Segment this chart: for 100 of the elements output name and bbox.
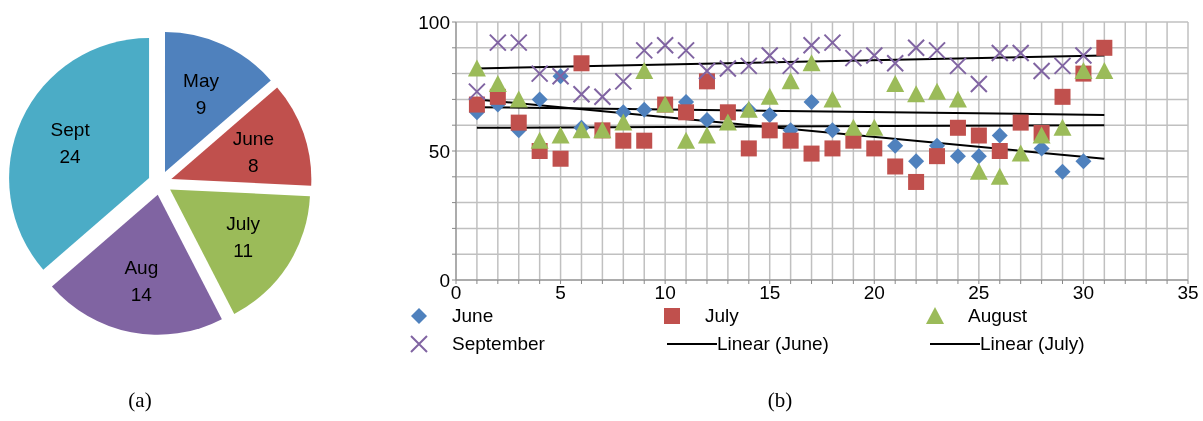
point bbox=[886, 74, 905, 92]
point bbox=[761, 122, 778, 139]
point bbox=[719, 104, 736, 121]
point bbox=[865, 46, 884, 65]
point bbox=[636, 101, 653, 118]
point bbox=[823, 90, 842, 108]
point bbox=[1012, 114, 1029, 131]
point bbox=[824, 140, 841, 157]
point bbox=[510, 114, 527, 131]
point bbox=[593, 87, 612, 106]
y-tick-label: 100 bbox=[418, 11, 450, 33]
point bbox=[698, 112, 715, 129]
point bbox=[949, 148, 966, 165]
point bbox=[572, 85, 591, 104]
legend-label: August bbox=[968, 305, 1028, 327]
point bbox=[614, 113, 633, 131]
point bbox=[573, 55, 590, 72]
y-tick-label: 50 bbox=[428, 140, 450, 162]
point bbox=[677, 41, 696, 60]
point bbox=[467, 82, 486, 101]
point bbox=[949, 119, 966, 136]
x-tick-label: 5 bbox=[555, 282, 566, 304]
point bbox=[929, 148, 946, 165]
point bbox=[488, 74, 507, 92]
x-tick-label: 30 bbox=[1072, 282, 1094, 304]
point bbox=[990, 43, 1009, 62]
point bbox=[615, 132, 632, 149]
text: (b) bbox=[766, 388, 794, 413]
point bbox=[969, 74, 988, 93]
point bbox=[677, 131, 696, 149]
point bbox=[991, 127, 1008, 144]
slice-label: May bbox=[183, 70, 220, 92]
point bbox=[760, 46, 779, 65]
point bbox=[781, 72, 800, 90]
point bbox=[697, 126, 716, 144]
point bbox=[551, 126, 570, 144]
point bbox=[865, 118, 884, 136]
legend-label: Linear (July) bbox=[980, 333, 1085, 355]
point bbox=[635, 62, 654, 80]
point bbox=[803, 145, 820, 162]
legend-label: July bbox=[705, 305, 739, 327]
slice-label: June bbox=[232, 127, 274, 149]
point bbox=[970, 148, 987, 165]
slice-label: Aug bbox=[124, 257, 159, 279]
point bbox=[908, 173, 925, 190]
point bbox=[969, 162, 988, 180]
point bbox=[509, 33, 528, 52]
point bbox=[781, 56, 800, 75]
point bbox=[887, 137, 904, 154]
data-label: 11 bbox=[233, 240, 253, 262]
point bbox=[1054, 88, 1071, 105]
point bbox=[782, 132, 799, 149]
x-tick-label: 35 bbox=[1177, 282, 1199, 304]
slice-label: July bbox=[226, 213, 261, 235]
point bbox=[928, 82, 947, 100]
point bbox=[907, 38, 926, 57]
slice-label: Sept bbox=[50, 118, 91, 140]
point bbox=[1011, 144, 1030, 162]
point bbox=[761, 106, 778, 123]
x-tick-label: 10 bbox=[654, 282, 676, 304]
point bbox=[636, 132, 653, 149]
legend-label: June bbox=[452, 305, 494, 327]
point bbox=[824, 122, 841, 139]
legend-label: September bbox=[452, 333, 545, 355]
point bbox=[990, 167, 1009, 185]
legend-label: Linear (June) bbox=[717, 333, 829, 355]
point bbox=[1095, 62, 1114, 80]
point bbox=[866, 140, 883, 157]
point bbox=[1053, 56, 1072, 75]
data-label: 8 bbox=[248, 154, 259, 176]
point bbox=[991, 143, 1008, 159]
point bbox=[803, 93, 820, 110]
point bbox=[552, 150, 569, 167]
point bbox=[718, 113, 737, 131]
point bbox=[823, 33, 842, 52]
point bbox=[530, 64, 549, 83]
point bbox=[531, 91, 548, 108]
data-label: 9 bbox=[195, 97, 207, 119]
x-tick-label: 20 bbox=[863, 282, 885, 304]
point bbox=[802, 54, 821, 72]
point bbox=[740, 140, 757, 157]
point bbox=[678, 104, 695, 121]
point bbox=[697, 62, 716, 81]
point bbox=[970, 127, 987, 144]
point bbox=[488, 33, 507, 52]
point bbox=[1074, 46, 1093, 65]
point bbox=[1053, 118, 1072, 136]
point bbox=[468, 96, 485, 113]
point bbox=[908, 153, 925, 170]
point bbox=[760, 87, 779, 105]
point bbox=[844, 49, 863, 68]
x-tick-label: 25 bbox=[968, 282, 990, 304]
point bbox=[948, 90, 967, 108]
point bbox=[467, 59, 486, 77]
point bbox=[948, 56, 967, 75]
data-label: 14 bbox=[130, 284, 153, 306]
text: (a) bbox=[127, 388, 153, 413]
point bbox=[1096, 39, 1113, 56]
point bbox=[1032, 62, 1051, 81]
point bbox=[1011, 43, 1030, 62]
